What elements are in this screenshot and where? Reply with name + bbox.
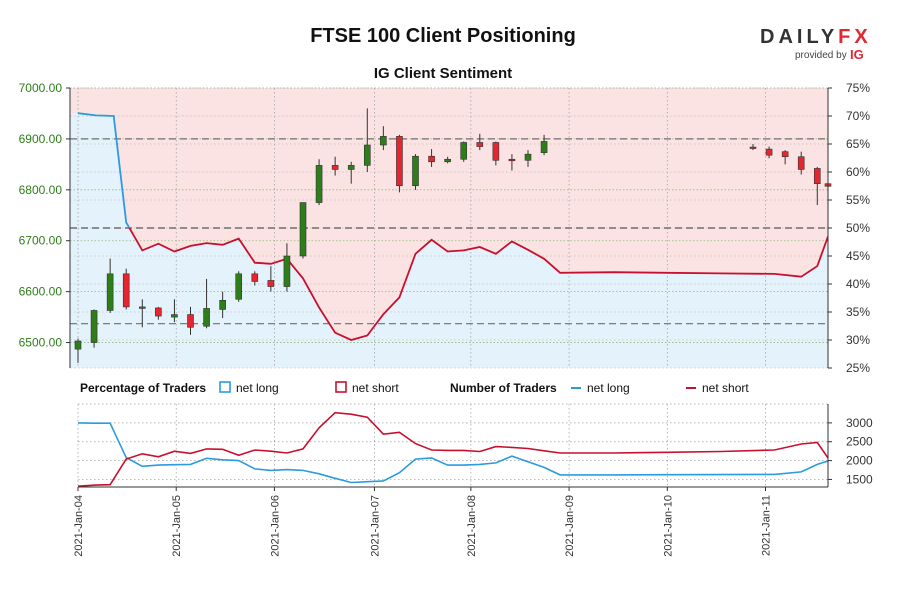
legend-net-short-pct-label: net short (352, 381, 399, 395)
candle-bullish (315, 165, 323, 203)
trader-count-tick-label: 2500 (846, 435, 873, 449)
candle-bullish (203, 308, 210, 327)
trader-count-axis-ticks: 3000 2500 2000 1500 (828, 416, 873, 486)
candle-bearish (155, 307, 162, 317)
candle-bullish (380, 136, 387, 146)
legend-net-long-box (219, 381, 231, 393)
candle-bearish (331, 165, 339, 170)
candle-bullish (138, 306, 146, 309)
candle-bearish (492, 142, 500, 161)
legend-percentage-heading: Percentage of Traders (80, 381, 206, 395)
candle-bearish (187, 314, 194, 328)
percentage-tick-label: 55% (846, 193, 870, 207)
candle-bullish (540, 141, 548, 153)
candle-bullish (235, 273, 243, 300)
percentage-tick-label: 40% (846, 277, 870, 291)
percentage-tick-label: 65% (846, 137, 870, 151)
candle-bullish (347, 165, 355, 170)
candle-bullish (299, 202, 307, 257)
date-tick-label: 2021-Jan-09 (564, 495, 576, 557)
logo-daily: DAILY (760, 26, 838, 48)
chart-title: FTSE 100 Client Positioning (310, 25, 576, 47)
logo-fx: FX (838, 26, 872, 48)
net-short-count-line (77, 411, 829, 487)
price-tick-label: 7000.00 (19, 81, 63, 95)
legend-net-short-box (335, 381, 347, 393)
date-tick-label: 2021-Jan-07 (369, 495, 381, 557)
date-tick-label: 2021-Jan-05 (171, 495, 183, 557)
trader-count-tick-label: 3000 (846, 416, 873, 430)
svg-text:DAILYFX: DAILYFX (760, 26, 872, 48)
candle-bullish (412, 155, 419, 187)
percentage-tick-label: 30% (846, 333, 870, 347)
date-tick-label: 2021-Jan-06 (269, 495, 281, 557)
candle-bullish (106, 273, 114, 311)
candle-bearish (396, 136, 403, 187)
percentage-tick-label: 25% (846, 361, 870, 375)
percentage-tick-label: 50% (846, 221, 870, 235)
candle-bullish (460, 142, 468, 160)
candle-bullish (219, 299, 226, 310)
candle-bearish (749, 146, 757, 149)
percentage-tick-label: 45% (846, 249, 870, 263)
candle-bullish (524, 153, 532, 161)
candle-bearish (476, 142, 484, 147)
percentage-tick-label: 75% (846, 81, 870, 95)
trader-count-gridlines (77, 403, 828, 487)
chart-subtitle: IG Client Sentiment (374, 65, 512, 82)
price-tick-label: 6500.00 (19, 336, 63, 350)
date-tick-label: 2021-Jan-10 (662, 495, 674, 557)
legend-number-heading: Number of Traders (450, 381, 557, 395)
net-long-percentage-line (77, 112, 828, 341)
candle-bearish (813, 168, 821, 185)
percentage-tick-label: 60% (846, 165, 870, 179)
date-tick-label: 2021-Jan-04 (73, 495, 85, 557)
trader-count-axes (78, 404, 829, 488)
legend-net-long-num-label: net long (587, 381, 630, 395)
percentage-tick-label: 35% (846, 305, 870, 319)
date-tick-label: 2021-Jan-11 (761, 495, 773, 556)
price-tick-label: 6900.00 (19, 132, 63, 146)
price-candles (74, 108, 832, 363)
legend: Percentage of Traders net long net short… (80, 381, 749, 395)
date-axis-ticks: 2021-Jan-04 2021-Jan-05 2021-Jan-06 2021-Ja… (73, 487, 773, 557)
net-short-majority-line (128, 228, 828, 341)
candle-bullish (74, 340, 82, 350)
candle-bullish (444, 158, 451, 163)
candle-bearish (267, 280, 275, 287)
trader-count-tick-label: 1500 (846, 472, 873, 486)
trader-count-lines (77, 411, 829, 487)
date-tick-label: 2021-Jan-08 (466, 495, 478, 557)
candle-bullish (283, 255, 291, 287)
price-tick-label: 6700.00 (19, 234, 63, 248)
price-axis-ticks: 7000.00 6900.00 6800.00 6700.00 6600.00 6500.… (19, 81, 70, 350)
ig-logo: IG (850, 47, 864, 62)
candle-bearish (765, 148, 773, 156)
candle-bullish (363, 144, 371, 166)
candle-bearish (251, 273, 259, 282)
candle-bearish (122, 273, 130, 308)
candle-bullish (171, 314, 178, 318)
candle-bearish (428, 155, 435, 163)
candle-bearish (797, 156, 805, 170)
provided-by-text: provided by (795, 50, 847, 61)
candle-bearish (508, 158, 516, 162)
legend-net-short-num-label: net short (702, 381, 749, 395)
reference-lines (70, 138, 828, 325)
dailyfx-logo: DAILYFX provided by IG (760, 26, 872, 62)
candle-bearish (781, 151, 789, 158)
net-long-count-line (77, 422, 829, 484)
net-long-area (70, 113, 828, 368)
price-tick-label: 6600.00 (19, 285, 63, 299)
percentage-axis-ticks: 75% 70% 65% 60% 55% 50% 45% 40% 35% 30% 25% (828, 81, 870, 375)
trader-count-tick-label: 2000 (846, 454, 873, 468)
candle-bullish (90, 310, 98, 343)
legend-net-long-pct-label: net long (236, 381, 279, 395)
price-tick-label: 6800.00 (19, 183, 63, 197)
percentage-tick-label: 70% (846, 109, 870, 123)
